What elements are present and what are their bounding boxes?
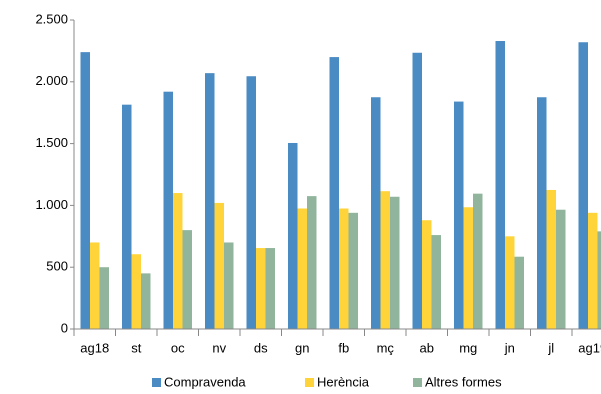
bar [224,242,234,329]
y-tick-label: 0 [61,320,68,335]
bar [412,52,422,330]
bar [205,73,215,329]
y-tick-label: 500 [46,259,68,274]
legend-swatch [152,378,161,387]
bar [90,242,100,329]
bar [495,41,505,330]
bar [348,212,358,329]
bar [339,208,349,329]
y-tick-label: 2.000 [35,73,68,88]
legend-label: Altres formes [425,374,502,389]
x-tick-label: gn [295,340,309,355]
bar [122,104,132,329]
x-tick-label: fb [338,340,349,355]
bar [173,193,183,329]
bar [163,91,173,329]
bar [246,76,256,329]
legend-label: Compravenda [164,374,246,389]
bar [546,189,556,329]
bar [537,97,547,329]
bar [588,212,598,329]
bar [514,256,524,329]
bar [597,231,601,329]
x-tick-label: jn [504,340,515,355]
y-tick-label: 2.500 [35,11,68,26]
bar [131,254,141,329]
bar [256,248,266,329]
bar [141,273,151,329]
legend-label: Herència [317,374,370,389]
bar [390,196,400,329]
bar [214,202,224,329]
bar [463,207,473,329]
bar [265,248,275,329]
bar [578,42,588,330]
bar [307,196,317,329]
x-tick-label: st [131,340,142,355]
bar [182,230,192,329]
bar [454,101,464,330]
bar [422,220,432,329]
bar [505,236,515,329]
bar [431,235,441,329]
bar [329,57,339,330]
y-tick-label: 1.000 [35,197,68,212]
x-tick-label: mç [377,340,395,355]
x-tick-label: mg [459,340,477,355]
bar [297,208,307,329]
x-tick-label: ab [420,340,434,355]
x-tick-label: jl [547,340,554,355]
bar [80,52,90,330]
bar [288,142,298,329]
legend-swatch [413,378,422,387]
x-tick-label: ag18 [80,340,109,355]
x-tick-label: ag19 [578,340,601,355]
x-tick-label: oc [171,340,185,355]
bar [473,193,483,329]
legend-swatch [305,378,314,387]
bar [99,267,109,329]
bar [371,97,381,329]
y-tick-label: 1.500 [35,135,68,150]
x-tick-label: nv [212,340,226,355]
x-tick-label: ds [254,340,268,355]
bar [380,191,390,329]
bar [556,209,566,329]
